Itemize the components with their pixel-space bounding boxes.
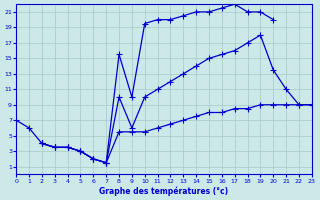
X-axis label: Graphe des températures (°c): Graphe des températures (°c) bbox=[100, 186, 228, 196]
